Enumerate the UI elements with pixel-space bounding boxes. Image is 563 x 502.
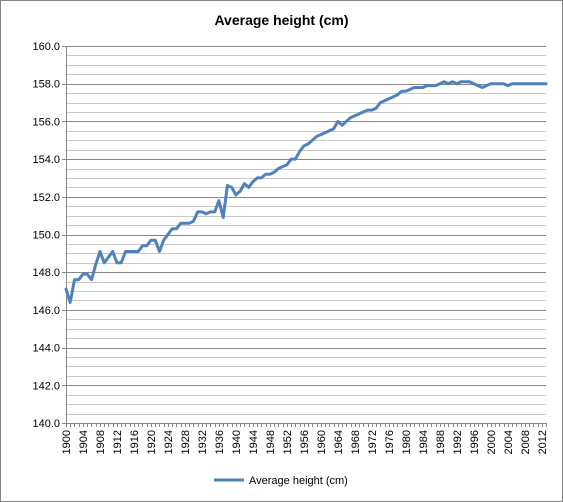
x-tick-label: 1900 — [61, 430, 73, 454]
x-tick-label: 1932 — [197, 430, 209, 454]
x-tick-label: 2004 — [503, 430, 515, 454]
x-tick-label: 1948 — [265, 430, 277, 454]
x-tick-label: 1980 — [401, 430, 413, 454]
x-tick-label: 1928 — [180, 430, 192, 454]
y-tick-label: 148.0 — [32, 267, 60, 279]
x-tick-label: 1960 — [316, 430, 328, 454]
series-layer — [64, 80, 548, 304]
x-tick-label: 2012 — [537, 430, 549, 454]
y-tick-label: 154.0 — [32, 154, 60, 166]
y-tick-label: 146.0 — [32, 305, 60, 317]
legend: Average height (cm) — [214, 475, 348, 487]
y-axis-tick-labels: 140.0 142.0 144.0 146.0 148.0 150.0 152.0 154.0… — [32, 41, 66, 430]
y-tick-label: 144.0 — [32, 343, 60, 355]
y-tick-label: 150.0 — [32, 230, 60, 242]
x-tick-label: 1972 — [367, 430, 379, 454]
series-line — [64, 80, 548, 304]
x-tick-label: 1964 — [333, 430, 345, 454]
y-tick-label: 156.0 — [32, 116, 60, 128]
x-tick-label: 1988 — [435, 430, 447, 454]
x-tick-label: 1908 — [95, 430, 107, 454]
x-tick-label: 1968 — [350, 430, 362, 454]
x-tick-label: 1996 — [469, 430, 481, 454]
y-tick-label: 152.0 — [32, 192, 60, 204]
x-tick-label: 1940 — [231, 430, 243, 454]
x-tick-label: 2008 — [520, 430, 532, 454]
y-tick-label: 160.0 — [32, 41, 60, 53]
x-tick-label: 1924 — [163, 430, 175, 454]
x-tick-label: 1944 — [248, 430, 260, 454]
legend-label: Average height (cm) — [249, 475, 348, 487]
x-tick-label: 1904 — [78, 430, 90, 454]
x-tick-label: 1952 — [282, 430, 294, 454]
x-axis-tick-labels: 1900 1904 1908 1912 1916 1920 1924 1928 1932 1936… — [61, 423, 549, 454]
x-tick-label: 1976 — [384, 430, 396, 454]
x-tick-label: 2000 — [486, 430, 498, 454]
y-tick-label: 142.0 — [32, 380, 60, 392]
chart-title: Average height (cm) — [214, 12, 349, 28]
x-tick-label: 1936 — [214, 430, 226, 454]
grid-lines — [66, 46, 546, 424]
plot-area — [66, 46, 546, 423]
y-tick-label: 158.0 — [32, 79, 60, 91]
x-tick-label: 1916 — [129, 430, 141, 454]
x-tick-label: 1920 — [146, 430, 158, 454]
x-tick-label: 1992 — [452, 430, 464, 454]
y-tick-label: 140.0 — [32, 418, 60, 430]
x-tick-label: 1956 — [299, 430, 311, 454]
x-tick-label: 1912 — [112, 430, 124, 454]
x-tick-label: 1984 — [418, 430, 430, 454]
